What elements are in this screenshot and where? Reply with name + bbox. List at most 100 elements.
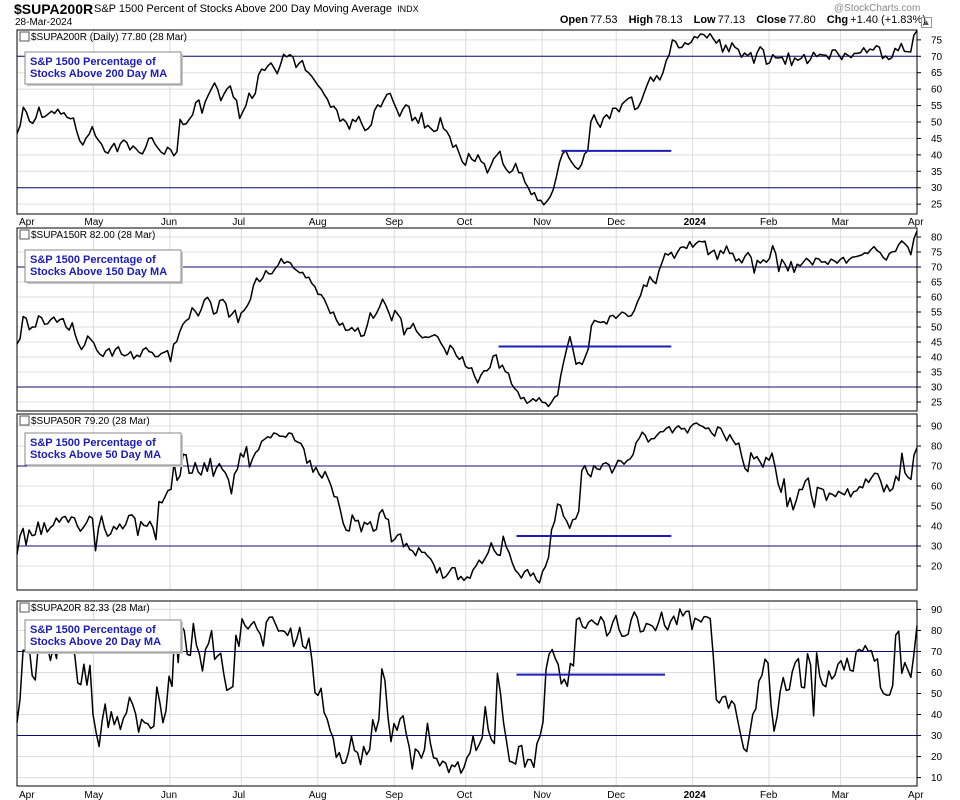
- y-tick-label: 40: [931, 522, 943, 533]
- x-tick-label: Dec: [607, 790, 625, 800]
- x-tick-label: Dec: [607, 217, 625, 228]
- x-tick-label: Apr: [908, 790, 924, 800]
- open-label: Open: [559, 14, 588, 26]
- close-label: Close: [756, 14, 787, 26]
- y-tick-label: 90: [931, 605, 943, 616]
- annotation-box: [24, 249, 182, 283]
- annotation-text: Stocks Above 50 Day MA: [30, 449, 161, 461]
- y-tick-label: 70: [931, 647, 943, 658]
- x-tick-label: May: [84, 790, 103, 800]
- high-label: High: [628, 14, 654, 26]
- x-tick-label: Jun: [161, 790, 177, 800]
- y-tick-label: 80: [931, 442, 943, 453]
- x-tick-label: Feb: [760, 217, 778, 228]
- y-tick-label: 35: [931, 368, 943, 379]
- panel-toggle-icon: [19, 31, 30, 42]
- panel-title: $SUPA150R 82.00 (28 Mar): [31, 230, 155, 241]
- description-text: S&P 1500 Percent of Stocks Above 200 Day…: [94, 3, 393, 15]
- x-tick-label: Apr: [908, 217, 924, 228]
- x-tick-label: 2024: [684, 217, 707, 228]
- annotation-box: [24, 51, 182, 85]
- y-tick-label: 55: [931, 308, 943, 319]
- panel-title: $SUPA50R 79.20 (28 Mar): [31, 416, 150, 427]
- y-tick-label: 35: [931, 167, 943, 178]
- x-tick-label: Oct: [457, 217, 473, 228]
- series-line: [16, 422, 918, 584]
- x-tick-label: Jul: [232, 217, 245, 228]
- y-tick-label: 45: [931, 134, 943, 145]
- x-tick-label: Jun: [161, 217, 177, 228]
- annotation-text: S&P 1500 Percentage of: [30, 254, 156, 266]
- y-tick-label: 60: [931, 85, 943, 96]
- y-tick-label: 60: [931, 668, 943, 679]
- panel-border: [16, 600, 918, 787]
- y-tick-label: 45: [931, 338, 943, 349]
- y-tick-label: 60: [931, 293, 943, 304]
- panel-toggle-icon: [19, 415, 30, 426]
- x-tick-label: 2024: [684, 790, 707, 800]
- open-value: 77.53: [589, 14, 618, 26]
- triangle-up-icon[interactable]: ▲: [921, 17, 932, 28]
- x-tick-label: Aug: [309, 217, 327, 228]
- chart-description: S&P 1500 Percent of Stocks Above 200 Day…: [94, 3, 419, 15]
- panel-border: [16, 29, 918, 215]
- x-tick-label: Apr: [19, 790, 35, 800]
- y-tick-label: 40: [931, 150, 943, 161]
- high-value: 78.13: [655, 14, 683, 26]
- annotation-text: Stocks Above 200 Day MA: [30, 68, 167, 80]
- y-tick-label: 30: [931, 542, 943, 553]
- annotation-text: S&P 1500 Percentage of: [30, 624, 156, 636]
- chart-symbol: $SUPA200R: [14, 1, 94, 17]
- y-tick-label: 40: [931, 353, 943, 364]
- y-tick-label: 55: [931, 101, 943, 112]
- chart-date: 28-Mar-2024: [15, 17, 73, 28]
- y-tick-label: 10: [931, 773, 943, 784]
- y-tick-label: 50: [931, 323, 943, 334]
- y-tick-label: 25: [931, 398, 943, 409]
- panel-title: $SUPA20R 82.33 (28 Mar): [31, 603, 150, 614]
- x-tick-label: Sep: [385, 217, 403, 228]
- panel-border: [16, 227, 918, 412]
- x-tick-label: May: [84, 217, 103, 228]
- y-tick-label: 65: [931, 68, 943, 79]
- stockcharts-watermark[interactable]: @StockCharts.com: [834, 3, 921, 14]
- y-tick-label: 70: [931, 52, 943, 63]
- close-value: 77.80: [788, 14, 816, 26]
- annotation-box: [24, 432, 182, 466]
- chg-value: +1.40 (+1.83%): [850, 14, 926, 26]
- panel-toggle-icon: [19, 602, 30, 613]
- series-line: [16, 608, 918, 774]
- y-tick-label: 80: [931, 626, 943, 637]
- low-label: Low: [693, 14, 716, 26]
- x-tick-label: Nov: [533, 217, 551, 228]
- y-tick-label: 75: [931, 248, 943, 259]
- chg-label: Chg: [826, 14, 849, 26]
- annotation-text: S&P 1500 Percentage of: [30, 437, 156, 449]
- series-line: [16, 230, 918, 408]
- annotation-text: S&P 1500 Percentage of: [30, 56, 156, 68]
- low-value: 77.13: [717, 14, 746, 26]
- y-tick-label: 50: [931, 118, 943, 129]
- x-tick-label: Oct: [457, 790, 473, 800]
- annotation-text: Stocks Above 150 Day MA: [30, 266, 167, 278]
- y-tick-label: 80: [931, 233, 943, 244]
- y-tick-label: 30: [931, 183, 943, 194]
- annotation-text: Stocks Above 20 Day MA: [30, 636, 161, 648]
- series-line: [16, 30, 918, 206]
- y-tick-label: 65: [931, 278, 943, 289]
- y-tick-label: 90: [931, 422, 943, 433]
- y-tick-label: 70: [931, 462, 943, 473]
- y-tick-label: 20: [931, 752, 943, 763]
- x-tick-label: Mar: [832, 790, 850, 800]
- y-tick-label: 20: [931, 562, 943, 573]
- y-tick-label: 50: [931, 502, 943, 513]
- x-tick-label: Apr: [19, 217, 35, 228]
- panel-title: $SUPA200R (Daily) 77.80 (28 Mar): [31, 32, 187, 43]
- x-tick-label: Feb: [760, 790, 778, 800]
- x-tick-label: Jul: [232, 790, 245, 800]
- panel-border: [16, 413, 918, 591]
- x-tick-label: Nov: [533, 790, 551, 800]
- x-tick-label: Sep: [385, 790, 403, 800]
- y-tick-label: 75: [931, 35, 943, 46]
